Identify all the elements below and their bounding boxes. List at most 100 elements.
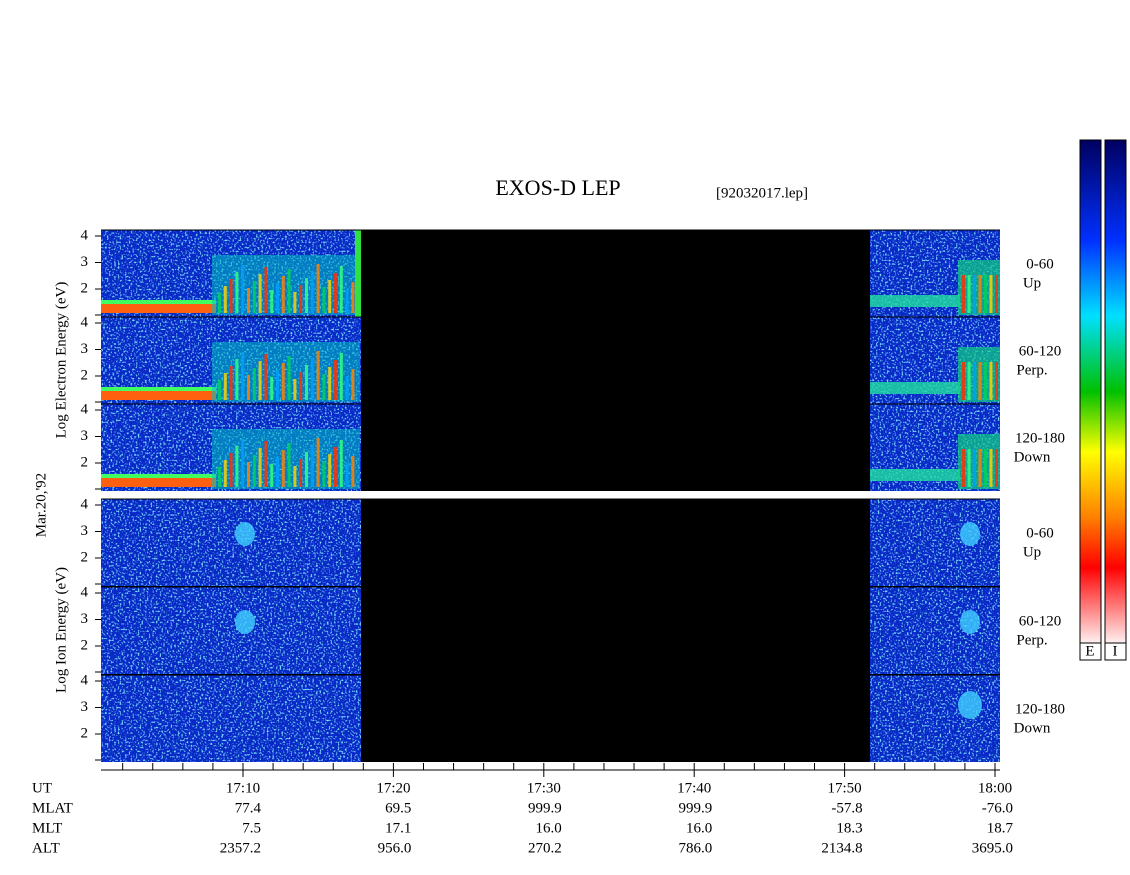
y-tick-label: 3 — [81, 523, 89, 539]
spectrogram-streak — [218, 380, 221, 400]
spectrogram-streak — [270, 464, 274, 487]
spectrogram-streak — [345, 463, 349, 487]
spectrogram-band — [101, 300, 216, 304]
spectrogram-noise — [870, 587, 1000, 674]
spectrogram-streak — [351, 369, 355, 400]
ephemeris-value: 7.5 — [242, 820, 261, 836]
spectrogram-streak — [241, 439, 245, 487]
spectrogram-streak — [287, 269, 291, 313]
spectrogram-streak — [229, 279, 233, 313]
spectrogram-streak — [264, 354, 268, 400]
spectrogram-streak — [247, 375, 250, 400]
y-tick-label: 4 — [81, 401, 89, 417]
panel-direction: Up — [1023, 544, 1041, 560]
spectrogram-streak — [322, 461, 326, 487]
spectrogram-streak — [252, 368, 256, 400]
spectrogram-band — [355, 230, 361, 317]
y-tick-label: 3 — [81, 611, 89, 627]
spectrogram-streak — [978, 275, 982, 313]
spectrogram-streak — [229, 366, 233, 400]
spectrogram-noise — [870, 499, 1000, 586]
spectrogram-streak — [229, 453, 233, 487]
spectrogram-streak — [316, 351, 320, 400]
spectrogram-noise — [101, 675, 361, 762]
spectrogram-streak — [967, 362, 971, 400]
spectrogram-streak — [339, 440, 343, 487]
data-gap — [361, 499, 870, 762]
spectrogram-streak — [962, 362, 965, 400]
spectrogram-streak — [218, 293, 221, 313]
ephemeris-value: 999.9 — [678, 800, 712, 816]
panel-direction: Perp. — [1016, 362, 1047, 378]
spectrogram-streak — [293, 292, 297, 313]
y-tick-label: 4 — [81, 584, 89, 600]
spectrogram-band — [101, 478, 216, 487]
colorbar-label-box — [1104, 642, 1127, 661]
spectrogram-band — [870, 295, 960, 307]
spectrogram-streak — [223, 373, 227, 400]
spectrogram-streak — [962, 275, 965, 313]
spectrogram-streak — [305, 365, 308, 400]
spectrogram-streak — [316, 264, 320, 313]
spectrogram-streak — [322, 287, 326, 313]
ephemeris-value: 16.0 — [536, 820, 562, 836]
spectrogram-streak — [287, 443, 291, 487]
spectrogram-streak — [281, 276, 285, 313]
spectrogram-streak — [967, 275, 971, 313]
spectrogram-streak — [293, 466, 297, 487]
ephemeris-value: 18.3 — [836, 820, 862, 836]
y-tick-label: 2 — [81, 454, 89, 470]
y-tick-label: 3 — [81, 254, 89, 270]
spectrogram-streak — [967, 449, 971, 487]
ephemeris-value: 3695.0 — [972, 840, 1013, 856]
spectrogram-streak — [310, 445, 314, 487]
spectrogram-streak — [305, 278, 308, 313]
spectrogram-noise — [870, 675, 1000, 762]
spectrogram-streak — [299, 285, 303, 313]
spectrogram-band — [101, 391, 216, 400]
y-axis-label: Log Ion Energy (eV) — [53, 567, 69, 693]
spectrogram-streak — [984, 449, 987, 487]
spectrogram-streak — [339, 266, 343, 313]
spectrogram-band — [101, 387, 216, 391]
row-label: MLAT — [32, 800, 73, 816]
ephemeris-value: 17.1 — [385, 820, 411, 836]
spectrogram-streak — [235, 359, 239, 400]
x-tick-label: 17:50 — [828, 780, 862, 796]
row-label: ALT — [32, 840, 60, 856]
spectrogram-streak — [264, 267, 268, 313]
spectrogram-band — [212, 429, 360, 489]
y-tick-label: 4 — [81, 227, 89, 243]
spectrogram-band — [101, 474, 216, 478]
x-tick-label: 17:10 — [226, 780, 260, 796]
spectrogram-streak — [351, 456, 355, 487]
spectrogram-streak — [264, 441, 268, 487]
ephemeris-value: 2357.2 — [220, 840, 261, 856]
spectrogram-streak — [299, 372, 303, 400]
panel-range: 0-60 — [1026, 256, 1054, 272]
colorbar — [1104, 139, 1127, 644]
panel-direction: Up — [1023, 275, 1041, 291]
spectrogram-streak — [334, 447, 337, 487]
spectrogram-streak — [328, 454, 332, 487]
spectrogram-streak — [305, 452, 308, 487]
ephemeris-value: 2134.8 — [821, 840, 862, 856]
spectrogram-noise — [101, 499, 361, 586]
y-tick-label: 2 — [81, 637, 89, 653]
panel-gap — [101, 491, 1000, 499]
panel-range: 120-180 — [1015, 430, 1065, 446]
spectrogram-band — [870, 469, 960, 481]
y-axis-label: Log Electron Energy (eV) — [53, 282, 69, 439]
spectrogram-blob — [235, 610, 255, 634]
spectrogram-streak — [978, 449, 982, 487]
ephemeris-value: 956.0 — [378, 840, 412, 856]
y-tick-label: 2 — [81, 725, 89, 741]
spectrogram-blob — [960, 610, 980, 634]
spectrogram-streak — [258, 274, 262, 313]
spectrogram-streak — [345, 376, 349, 400]
y-tick-label: 2 — [81, 549, 89, 565]
y-tick-label: 2 — [81, 280, 89, 296]
spectrogram-streak — [345, 289, 349, 313]
spectrogram-streak — [989, 275, 993, 313]
